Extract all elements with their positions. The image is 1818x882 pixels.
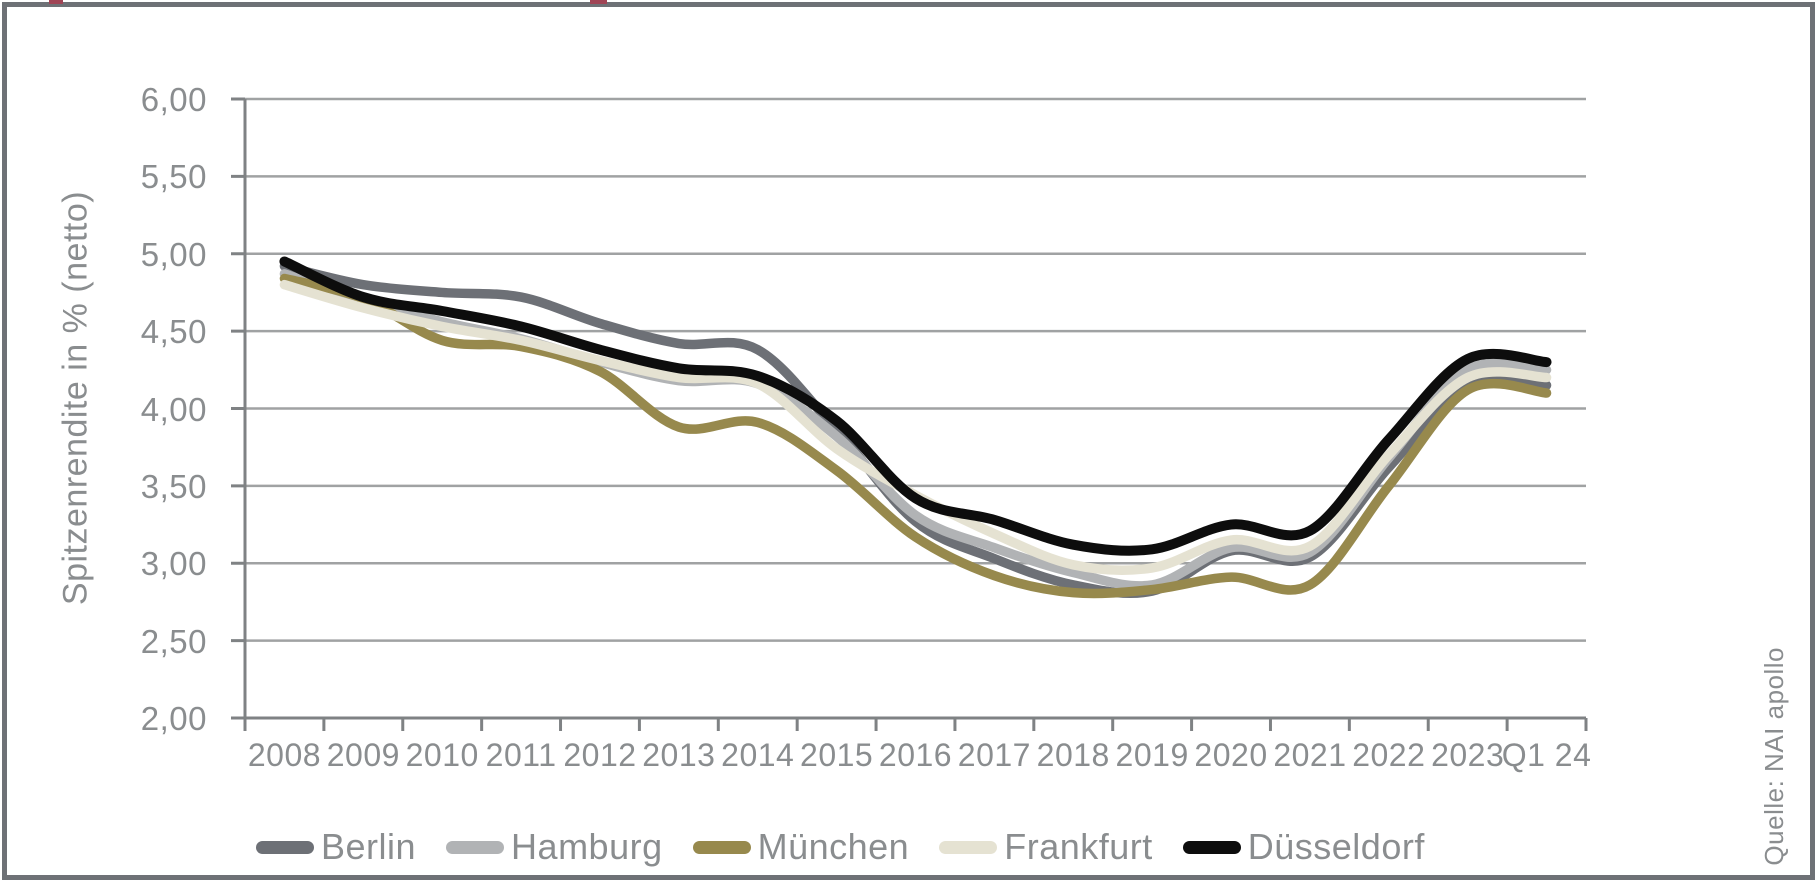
- legend-item-berlin: Berlin: [256, 826, 416, 868]
- y-tick-label: 3,50: [140, 467, 207, 505]
- series-line-düsseldorf: [279, 256, 1552, 556]
- x-tick-label: 2023: [1431, 737, 1505, 773]
- x-tick-label: 2021: [1273, 737, 1347, 773]
- legend-item-münchen: München: [692, 826, 910, 868]
- legend-swatch: [256, 840, 314, 854]
- legend-item-frankfurt: Frankfurt: [939, 826, 1153, 868]
- x-tick-label: 2010: [405, 737, 479, 773]
- y-tick-label: 5,00: [140, 235, 207, 273]
- y-tick-label: 4,50: [140, 313, 207, 351]
- x-tick-label: Q1 24: [1501, 737, 1592, 773]
- cropped-text-artifact: [49, 0, 63, 4]
- legend-swatch: [446, 840, 505, 854]
- y-tick-label: 3,00: [140, 545, 207, 583]
- legend-label: München: [757, 826, 910, 867]
- x-tick-label: 2017: [957, 737, 1031, 773]
- x-tick-label: 2016: [878, 737, 953, 773]
- source-note: Quelle: NAI apollo: [1759, 647, 1789, 866]
- x-tick-label: 2020: [1194, 737, 1268, 773]
- cropped-text-artifact: [590, 0, 607, 4]
- y-tick-label: 5,50: [140, 158, 207, 196]
- legend-label: Hamburg: [511, 826, 663, 867]
- chart-legend: Berlin Hamburg München Frankfurt Düsseldorf: [256, 826, 1425, 868]
- legend-item-düsseldorf: Düsseldorf: [1182, 826, 1425, 868]
- x-tick-label: 2015: [800, 737, 874, 773]
- x-tick-label: 2011: [485, 737, 557, 773]
- y-tick-label: 4,00: [140, 390, 207, 428]
- legend-swatch: [692, 840, 751, 854]
- legend-swatch: [939, 840, 998, 854]
- legend-label: Frankfurt: [1004, 826, 1153, 867]
- y-tick-label: 2,50: [140, 622, 207, 660]
- x-tick-label: 2013: [642, 737, 716, 773]
- x-tick-label: 2009: [326, 737, 400, 773]
- legend-swatch: [1182, 840, 1241, 854]
- legend-label: Düsseldorf: [1247, 826, 1425, 867]
- y-tick-label: 6,00: [140, 81, 207, 118]
- legend-label: Berlin: [321, 826, 417, 867]
- y-tick-label: 2,00: [140, 700, 207, 737]
- series-line-münchen: [279, 273, 1552, 599]
- x-tick-label: 2022: [1352, 737, 1426, 773]
- x-tick-label: 2018: [1036, 737, 1110, 773]
- x-tick-label: 2012: [563, 737, 637, 773]
- x-tick-label: 2014: [721, 737, 795, 773]
- legend-item-hamburg: Hamburg: [446, 826, 663, 868]
- x-tick-label: 2008: [247, 737, 322, 773]
- x-tick-label: 2019: [1115, 737, 1189, 773]
